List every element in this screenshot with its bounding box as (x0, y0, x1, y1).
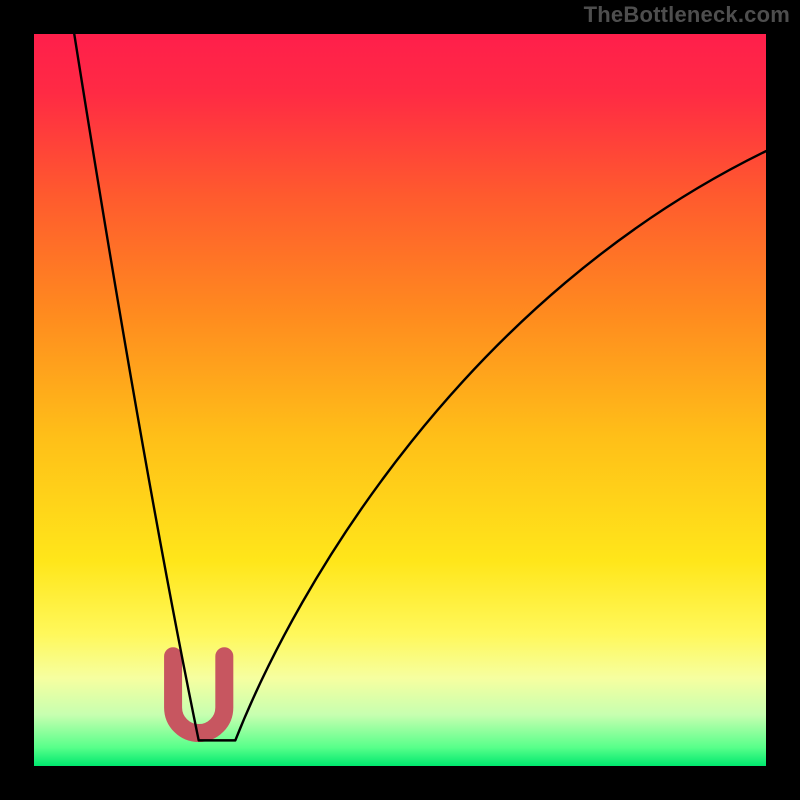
chart-frame: TheBottleneck.com (0, 0, 800, 800)
chart-background (34, 34, 766, 766)
bottleneck-chart (34, 34, 766, 766)
watermark-text: TheBottleneck.com (584, 2, 790, 28)
